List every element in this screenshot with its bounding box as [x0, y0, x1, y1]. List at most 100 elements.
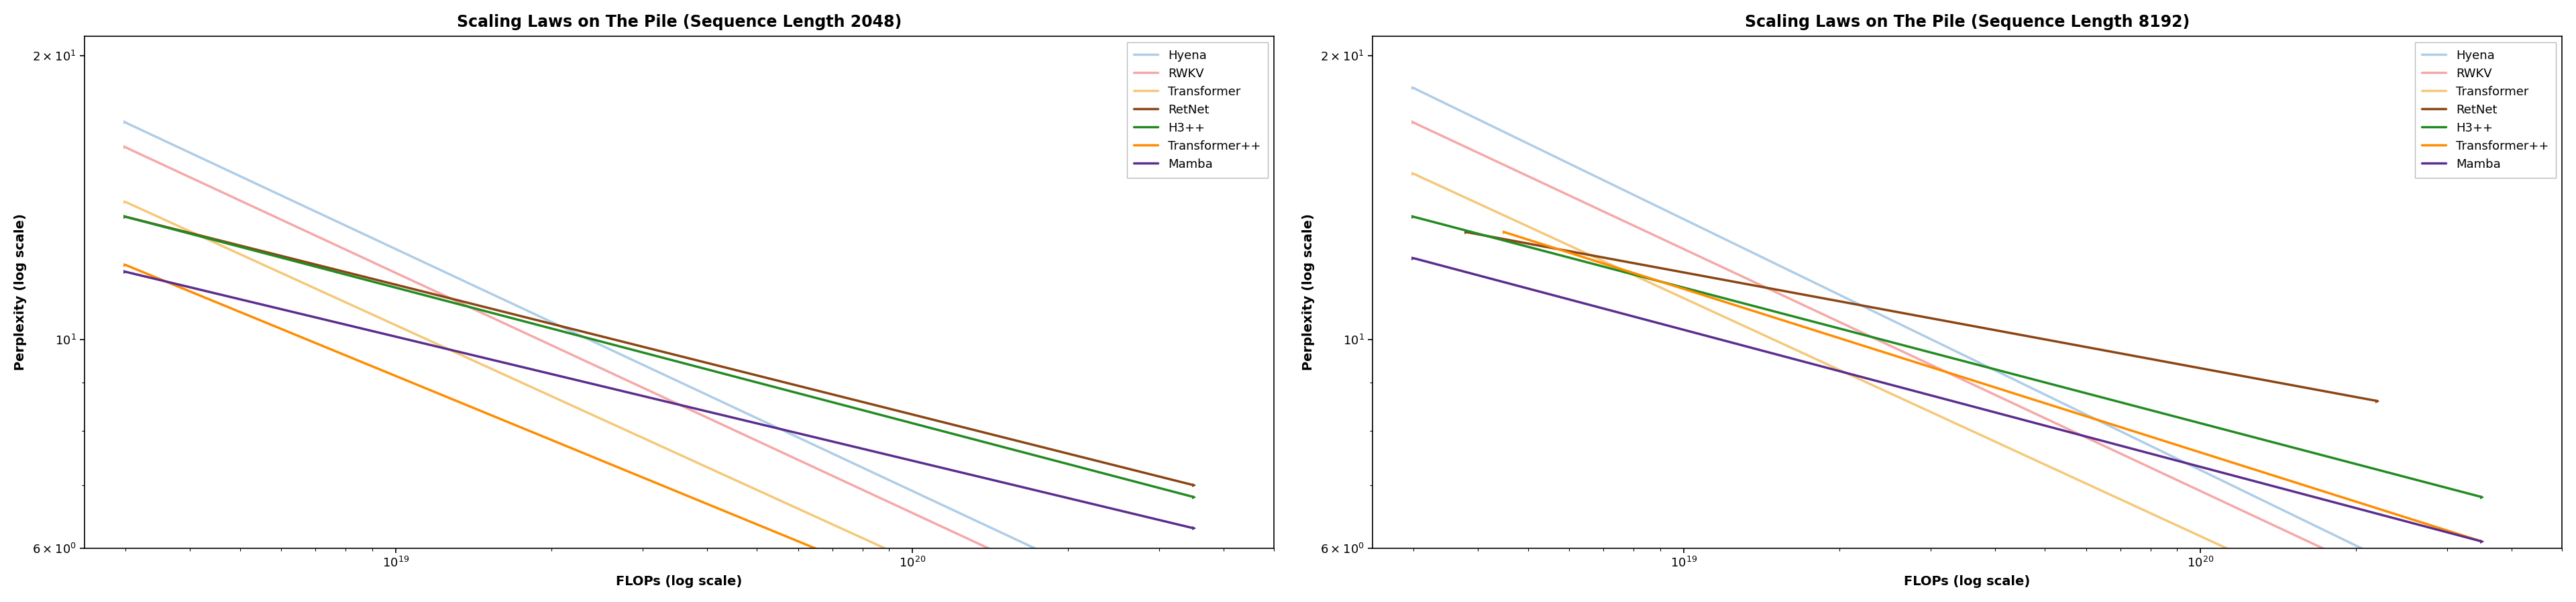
- RetNet: [1177, 482, 1208, 489]
- Hyena: [2298, 521, 2329, 529]
- Transformer++: [1489, 229, 1520, 236]
- RetNet: [1450, 229, 1481, 236]
- Line: Transformer: Transformer: [126, 202, 1193, 602]
- Transformer++: [747, 523, 778, 530]
- Hyena: [2367, 554, 2398, 562]
- RetNet: [1991, 329, 2022, 336]
- Mamba: [1399, 255, 1430, 262]
- Y-axis label: Perplexity (log scale): Perplexity (log scale): [13, 214, 26, 371]
- Line: RetNet: RetNet: [126, 217, 1193, 485]
- H3++: [742, 379, 773, 386]
- Mamba: [1010, 485, 1041, 492]
- Mamba: [2298, 494, 2329, 501]
- H3++: [2030, 379, 2061, 386]
- Mamba: [1079, 501, 1110, 508]
- H3++: [747, 380, 778, 387]
- RetNet: [2009, 332, 2040, 339]
- H3++: [111, 213, 142, 220]
- RWKV: [1401, 120, 1432, 128]
- Y-axis label: Perplexity (log scale): Perplexity (log scale): [1301, 214, 1314, 371]
- Mamba: [113, 269, 144, 276]
- Transformer++: [2465, 538, 2496, 545]
- Line: Transformer: Transformer: [1414, 173, 2481, 602]
- H3++: [2465, 494, 2496, 501]
- H3++: [1401, 214, 1432, 222]
- Line: Hyena: Hyena: [126, 122, 1193, 602]
- RWKV: [2298, 541, 2329, 548]
- RetNet: [111, 213, 142, 220]
- RetNet: [2218, 371, 2249, 378]
- Transformer++: [2313, 489, 2344, 497]
- RWKV: [1079, 594, 1110, 601]
- Hyena: [111, 119, 142, 126]
- X-axis label: FLOPs (log scale): FLOPs (log scale): [616, 576, 742, 588]
- Mamba: [1401, 255, 1432, 262]
- RWKV: [747, 439, 778, 447]
- Transformer++: [742, 521, 773, 529]
- Line: Hyena: Hyena: [1414, 88, 2481, 602]
- Hyena: [2030, 391, 2061, 399]
- Line: Transformer++: Transformer++: [1504, 232, 2481, 542]
- RWKV: [1010, 562, 1041, 569]
- Legend: Hyena, RWKV, Transformer, RetNet, H3++, Transformer++, Mamba: Hyena, RWKV, Transformer, RetNet, H3++, …: [1126, 42, 1267, 178]
- Hyena: [747, 417, 778, 424]
- Line: RWKV: RWKV: [1414, 122, 2481, 602]
- RWKV: [2367, 573, 2398, 580]
- H3++: [2367, 467, 2398, 474]
- Transformer: [2030, 461, 2061, 468]
- RWKV: [1399, 119, 1430, 126]
- H3++: [2053, 385, 2084, 392]
- Hyena: [742, 415, 773, 422]
- Transformer++: [2069, 412, 2099, 419]
- Hyena: [1399, 84, 1430, 92]
- RetNet: [1994, 329, 2025, 337]
- Transformer++: [2071, 413, 2102, 420]
- Transformer++: [111, 261, 142, 268]
- Line: RetNet: RetNet: [1466, 232, 2378, 401]
- Mamba: [2053, 428, 2084, 435]
- RetNet: [1453, 229, 1484, 237]
- Transformer: [2298, 585, 2329, 592]
- H3++: [1399, 213, 1430, 220]
- Mamba: [747, 421, 778, 428]
- H3++: [1177, 494, 1208, 501]
- Transformer++: [2087, 418, 2117, 425]
- Line: Mamba: Mamba: [126, 272, 1193, 529]
- RetNet: [1010, 439, 1041, 447]
- Line: H3++: H3++: [1414, 217, 2481, 497]
- Mamba: [765, 425, 796, 432]
- H3++: [1079, 467, 1110, 474]
- Transformer: [1401, 172, 1432, 179]
- RWKV: [2035, 417, 2066, 424]
- Transformer: [747, 488, 778, 495]
- Line: Transformer++: Transformer++: [126, 265, 1193, 602]
- Hyena: [1079, 573, 1110, 580]
- Mamba: [2367, 511, 2398, 518]
- Transformer: [111, 198, 142, 205]
- Hyena: [2053, 402, 2084, 409]
- Hyena: [2035, 393, 2066, 400]
- H3++: [1010, 450, 1041, 457]
- RetNet: [2362, 397, 2393, 405]
- H3++: [765, 385, 796, 392]
- Transformer: [113, 200, 144, 207]
- RetNet: [113, 214, 144, 221]
- Transformer++: [765, 530, 796, 537]
- Transformer++: [2375, 509, 2406, 516]
- Line: H3++: H3++: [126, 217, 1193, 497]
- Line: RWKV: RWKV: [126, 147, 1193, 602]
- Title: Scaling Laws on The Pile (Sequence Length 8192): Scaling Laws on The Pile (Sequence Lengt…: [1744, 14, 2190, 30]
- H3++: [2298, 450, 2329, 457]
- RWKV: [765, 447, 796, 455]
- Legend: Hyena, RWKV, Transformer, RetNet, H3++, Transformer++, Mamba: Hyena, RWKV, Transformer, RetNet, H3++, …: [2414, 42, 2555, 178]
- Hyena: [765, 425, 796, 432]
- RWKV: [2030, 415, 2061, 422]
- Mamba: [2035, 423, 2066, 430]
- Mamba: [742, 420, 773, 427]
- H3++: [113, 214, 144, 222]
- RetNet: [747, 373, 778, 380]
- Transformer++: [1492, 229, 1522, 237]
- Transformer++: [113, 262, 144, 270]
- RWKV: [111, 144, 142, 151]
- Transformer: [742, 487, 773, 494]
